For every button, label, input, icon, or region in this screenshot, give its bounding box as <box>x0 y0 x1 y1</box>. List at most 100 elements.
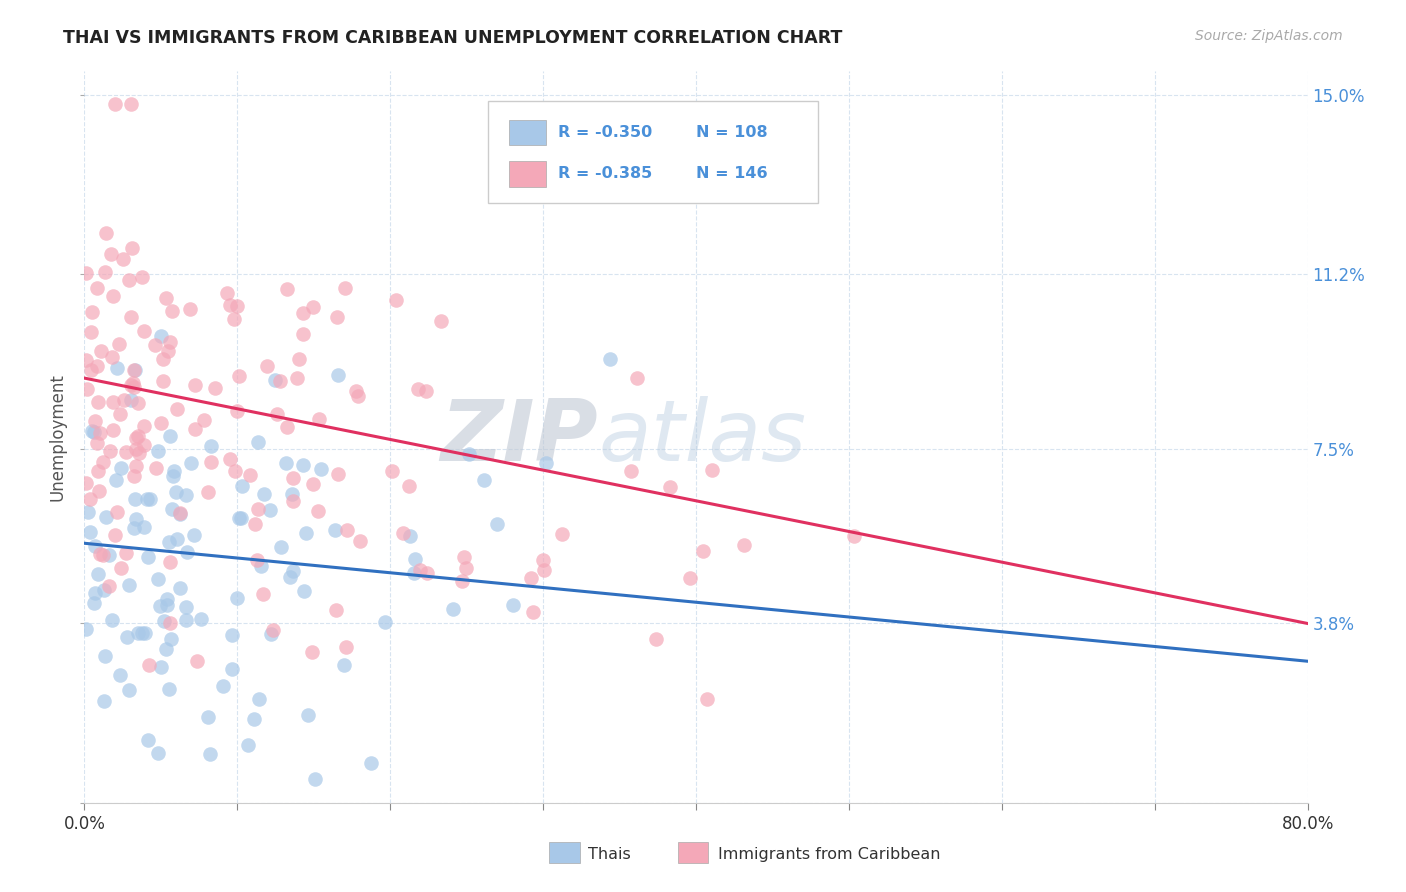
Text: N = 108: N = 108 <box>696 125 768 139</box>
Point <box>200 747 222 761</box>
Point <box>152 374 174 388</box>
Text: R = -0.385: R = -0.385 <box>558 166 652 181</box>
Point <box>307 504 329 518</box>
Point <box>80 363 103 377</box>
Point <box>225 299 247 313</box>
Point <box>156 591 179 606</box>
Point <box>733 538 755 552</box>
Point <box>101 395 124 409</box>
Point <box>200 439 222 453</box>
Point <box>79 492 101 507</box>
Point <box>302 300 325 314</box>
Point <box>122 380 145 394</box>
Point <box>75 266 97 280</box>
Point <box>86 435 108 450</box>
Point <box>165 484 187 499</box>
Point <box>183 528 205 542</box>
Point <box>224 464 246 478</box>
Point <box>156 599 179 613</box>
Point <box>157 535 180 549</box>
Point <box>551 527 574 541</box>
Point <box>163 464 186 478</box>
Point <box>301 645 323 659</box>
Point <box>231 479 253 493</box>
Point <box>295 526 318 541</box>
Point <box>409 563 432 577</box>
Point <box>94 226 117 240</box>
Point <box>308 411 330 425</box>
Point <box>76 506 98 520</box>
Point <box>118 578 141 592</box>
Bar <box>509 161 546 187</box>
Point <box>692 544 714 558</box>
Point <box>169 507 191 521</box>
Point <box>644 632 666 646</box>
Point <box>149 416 172 430</box>
Text: ZIP: ZIP <box>440 395 598 479</box>
Point <box>328 467 350 482</box>
Point <box>84 413 107 427</box>
Point <box>120 378 142 392</box>
Point <box>620 464 643 478</box>
Point <box>146 572 169 586</box>
Point <box>325 603 347 617</box>
Point <box>136 732 159 747</box>
Point <box>122 469 145 483</box>
Point <box>110 461 132 475</box>
Point <box>333 657 356 672</box>
Point <box>134 438 156 452</box>
Text: THAI VS IMMIGRANTS FROM CARIBBEAN UNEMPLOYMENT CORRELATION CHART: THAI VS IMMIGRANTS FROM CARIBBEAN UNEMPL… <box>63 29 842 46</box>
Point <box>112 252 135 266</box>
Point <box>127 429 149 443</box>
Point <box>86 280 108 294</box>
Point <box>287 352 309 367</box>
Point <box>100 613 122 627</box>
Point <box>174 599 197 614</box>
Point <box>159 335 181 350</box>
Point <box>297 707 319 722</box>
Point <box>131 269 153 284</box>
Point <box>404 566 426 580</box>
Point <box>264 373 287 387</box>
Point <box>228 511 250 525</box>
Point <box>121 242 143 256</box>
Point <box>292 458 315 472</box>
Point <box>101 288 124 302</box>
Point <box>82 305 104 319</box>
Point <box>221 628 243 642</box>
Point <box>108 407 131 421</box>
Point <box>124 363 146 377</box>
Point <box>176 544 198 558</box>
Point <box>138 550 160 565</box>
Point <box>274 456 297 470</box>
Point <box>122 363 145 377</box>
Point <box>252 487 274 501</box>
Point <box>90 344 112 359</box>
Point <box>193 413 215 427</box>
Point <box>93 649 115 664</box>
Point <box>100 247 122 261</box>
Point <box>98 548 121 562</box>
Point <box>197 485 219 500</box>
Point <box>374 615 396 629</box>
Point <box>243 516 266 531</box>
Point <box>281 564 304 578</box>
Point <box>104 528 127 542</box>
Point <box>453 549 475 564</box>
Text: Immigrants from Caribbean: Immigrants from Caribbean <box>718 847 941 862</box>
Point <box>118 273 141 287</box>
Bar <box>509 120 546 145</box>
Point <box>700 462 723 476</box>
Point <box>247 691 270 706</box>
Point <box>430 314 453 328</box>
Point <box>139 492 162 507</box>
Point <box>336 523 359 537</box>
Point <box>384 293 406 307</box>
Point <box>260 626 283 640</box>
Text: Source: ZipAtlas.com: Source: ZipAtlas.com <box>1195 29 1343 43</box>
Point <box>301 477 323 491</box>
Text: atlas: atlas <box>598 395 806 479</box>
Y-axis label: Unemployment: Unemployment <box>49 373 67 501</box>
Point <box>128 446 150 460</box>
Bar <box>550 842 579 863</box>
